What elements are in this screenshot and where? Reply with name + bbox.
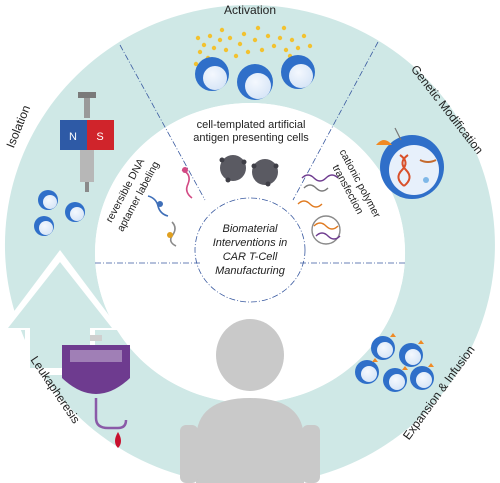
center-title-line3: CAR T-Cell <box>223 251 278 263</box>
center-title-line4: Manufacturing <box>215 265 286 277</box>
magnet-south-label: S <box>96 131 103 143</box>
aapc-label-line1: cell-templated artificial <box>197 119 306 131</box>
stage-label-activation: Activation <box>224 3 276 17</box>
center-title-line2: Interventions in <box>213 237 288 249</box>
magnet-north-label: N <box>69 131 77 143</box>
center-title-line1: Biomaterial <box>222 223 278 235</box>
aapc-label-line2: antigen presenting cells <box>193 132 309 144</box>
